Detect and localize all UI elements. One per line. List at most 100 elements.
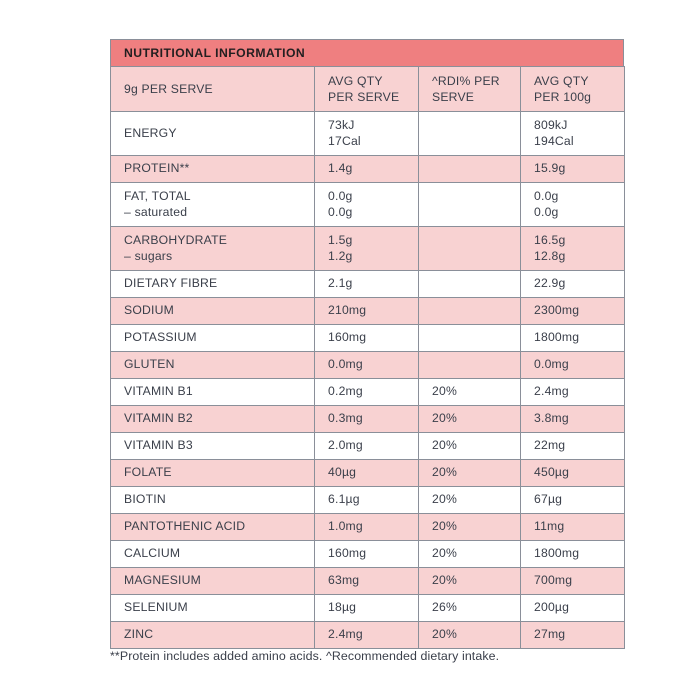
cell-line-primary: 11mg	[534, 519, 565, 534]
cell-line-primary: 20%	[432, 546, 457, 561]
cell-line-primary: 6.1µg	[328, 492, 360, 507]
cell-content: DIETARY FIBRE	[111, 271, 314, 297]
cell-line-primary: CALCIUM	[124, 546, 181, 561]
cell-content: POTASSIUM	[111, 325, 314, 351]
cell-line-primary: 2300mg	[534, 303, 580, 318]
cell-line-primary: FOLATE	[124, 465, 172, 480]
cell-content: 18µg	[315, 595, 418, 621]
footnote-text: **Protein includes added amino acids. ^R…	[110, 649, 500, 663]
cell-content: 2300mg	[521, 298, 624, 324]
cell-content: SODIUM	[111, 298, 314, 324]
nutrient-per-100g: 1800mg	[520, 540, 625, 568]
cell-content: 0.2mg	[315, 379, 418, 405]
cell-content: 27mg	[521, 622, 624, 648]
nutritional-information-panel: NUTRITIONAL INFORMATION 9g PER SERVE AVG …	[110, 39, 625, 649]
table-title-band: NUTRITIONAL INFORMATION	[110, 39, 624, 66]
column-header-per-100g: AVG QTY PER 100g	[520, 66, 625, 112]
nutrient-name: FOLATE	[110, 459, 315, 487]
cell-content: 20%	[419, 487, 520, 513]
table-row: VITAMIN B2 0.3mg 20% 3.8mg	[110, 405, 625, 433]
nutrient-per-serve: 1.4g	[314, 155, 419, 183]
cell-content: 160mg	[315, 541, 418, 567]
nutrient-rdi-percent: 20%	[418, 486, 521, 514]
cell-content: PROTEIN**	[111, 156, 314, 182]
nutrient-name: VITAMIN B2	[110, 405, 315, 433]
cell-line-primary: DIETARY FIBRE	[124, 276, 218, 291]
cell-content: 0.0mg	[521, 352, 624, 378]
table-row: VITAMIN B1 0.2mg 20% 2.4mg	[110, 378, 625, 406]
cell-content: VITAMIN B1	[111, 379, 314, 405]
nutrient-name: CALCIUM	[110, 540, 315, 568]
cell-line-secondary: 0.0g	[534, 204, 559, 219]
table-row: PANTOTHENIC ACID 1.0mg 20% 11mg	[110, 513, 625, 541]
cell-content: 20%	[419, 541, 520, 567]
cell-content	[419, 200, 520, 210]
nutrient-name: POTASSIUM	[110, 324, 315, 352]
nutrient-rdi-percent: 20%	[418, 621, 521, 649]
cell-line-primary: 15.9g	[534, 161, 566, 176]
cell-line-primary: 210mg	[328, 303, 367, 318]
cell-content: 0.0g 0.0g	[521, 184, 624, 225]
cell-line-primary: 0.0g	[328, 189, 353, 203]
cell-content: BIOTIN	[111, 487, 314, 513]
table-row: ENERGY 73kJ 17Cal 809kJ 194Cal	[110, 111, 625, 156]
nutrient-per-100g: 67µg	[520, 486, 625, 514]
nutrient-per-serve: 2.0mg	[314, 432, 419, 460]
nutrient-rdi-percent: 20%	[418, 378, 521, 406]
nutrient-name: DIETARY FIBRE	[110, 270, 315, 298]
cell-line-secondary: 1.2g	[328, 248, 353, 263]
nutrient-rdi-percent: 20%	[418, 432, 521, 460]
cell-line-primary: 20%	[432, 492, 457, 507]
nutrient-name: ENERGY	[110, 111, 315, 156]
cell-line-primary: AVG QTY	[328, 74, 383, 88]
nutrient-per-100g: 11mg	[520, 513, 625, 541]
cell-content: 16.5g 12.8g	[521, 228, 624, 269]
nutrient-name: MAGNESIUM	[110, 567, 315, 595]
cell-content: 0.0g 0.0g	[315, 184, 418, 225]
nutrient-name: FAT, TOTAL – saturated	[110, 182, 315, 227]
cell-line-primary: 0.0mg	[328, 357, 363, 372]
nutrient-name: SODIUM	[110, 297, 315, 325]
cell-line-primary: 1.5g	[328, 233, 353, 247]
cell-line-primary: 40µg	[328, 465, 357, 480]
cell-line-primary: MAGNESIUM	[124, 573, 201, 588]
cell-content: 1800mg	[521, 541, 624, 567]
cell-line-primary: POTASSIUM	[124, 330, 197, 345]
cell-line-primary: SELENIUM	[124, 600, 188, 615]
cell-content	[419, 360, 520, 370]
table-row: SELENIUM 18µg 26% 200µg	[110, 594, 625, 622]
cell-line-primary: 9g PER SERVE	[124, 82, 213, 96]
cell-content: MAGNESIUM	[111, 568, 314, 594]
nutrient-per-serve: 18µg	[314, 594, 419, 622]
cell-line-primary: 700mg	[534, 573, 573, 588]
cell-content: ENERGY	[111, 121, 314, 147]
cell-content: GLUTEN	[111, 352, 314, 378]
cell-line-secondary: 12.8g	[534, 248, 566, 263]
cell-line-secondary: PER SERVE	[328, 90, 400, 104]
nutrient-name: BIOTIN	[110, 486, 315, 514]
nutrient-rdi-percent: 20%	[418, 540, 521, 568]
nutrition-table-body: 9g PER SERVE AVG QTY PER SERVE ^RDI% PER SER…	[110, 66, 625, 649]
table-row: FOLATE 40µg 20% 450µg	[110, 459, 625, 487]
nutrient-rdi-percent: 20%	[418, 405, 521, 433]
cell-content: CARBOHYDRATE – sugars	[111, 228, 314, 269]
nutrient-per-100g: 1800mg	[520, 324, 625, 352]
nutrient-per-100g: 22mg	[520, 432, 625, 460]
nutrient-per-serve: 63mg	[314, 567, 419, 595]
cell-content	[419, 279, 520, 289]
cell-line-secondary: PER 100g	[534, 90, 592, 104]
cell-content: 3.8mg	[521, 406, 624, 432]
cell-content: 22mg	[521, 433, 624, 459]
nutrient-per-serve: 160mg	[314, 324, 419, 352]
cell-content: FAT, TOTAL – saturated	[111, 184, 314, 225]
nutrient-per-serve: 0.3mg	[314, 405, 419, 433]
cell-content: 20%	[419, 514, 520, 540]
cell-content: 2.1g	[315, 271, 418, 297]
nutrient-per-100g: 16.5g 12.8g	[520, 226, 625, 271]
nutrient-per-100g: 27mg	[520, 621, 625, 649]
cell-content: 67µg	[521, 487, 624, 513]
cell-content: 2.0mg	[315, 433, 418, 459]
cell-line-primary: 0.0g	[534, 189, 559, 203]
cell-content	[419, 164, 520, 174]
nutrient-per-serve: 0.2mg	[314, 378, 419, 406]
